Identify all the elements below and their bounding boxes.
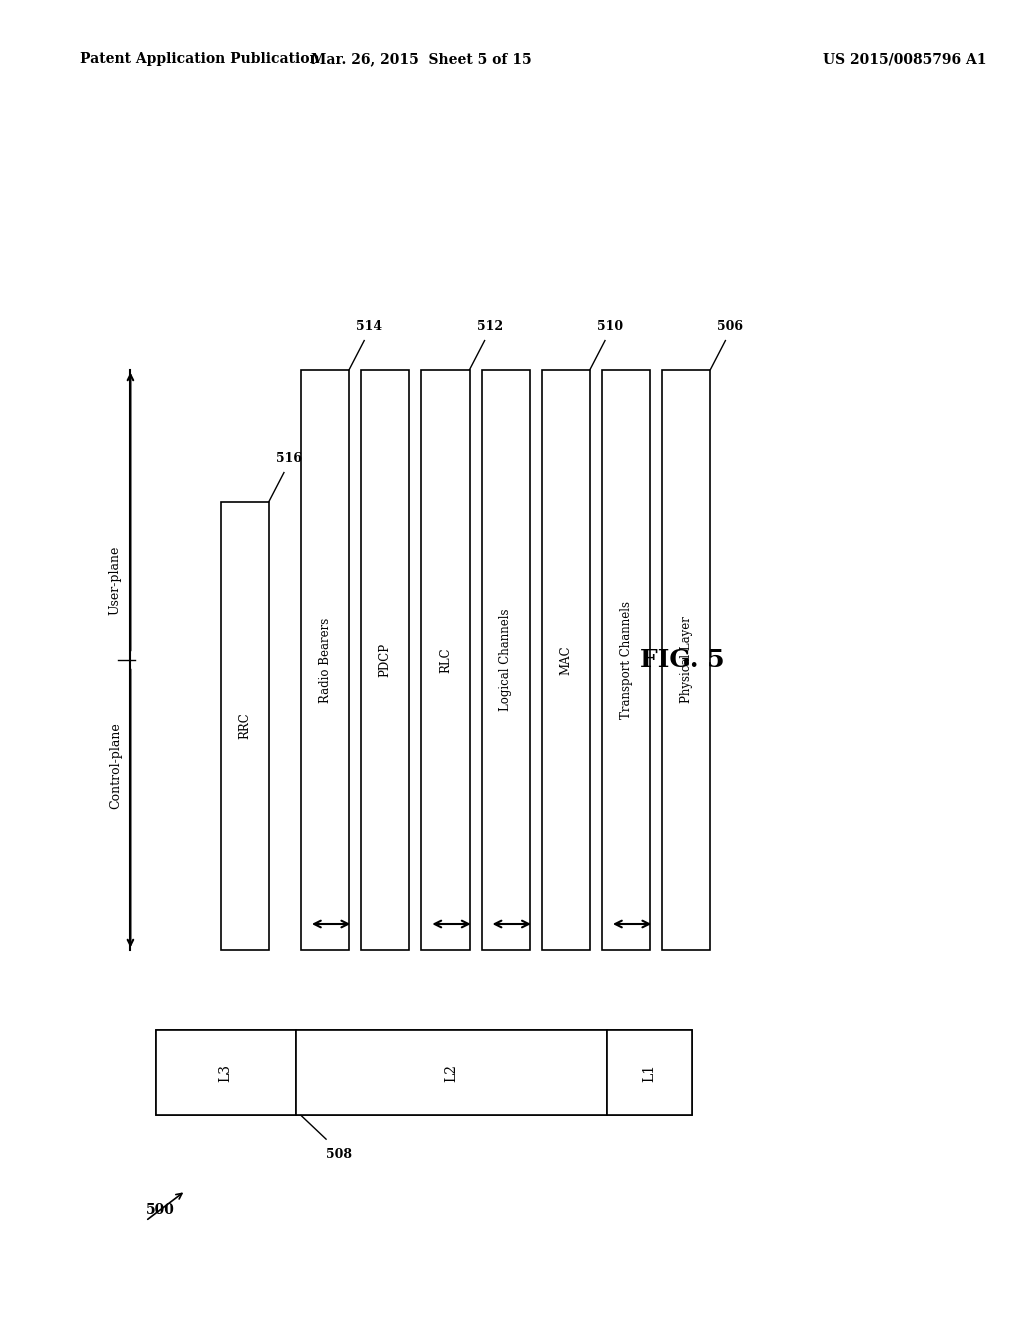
Text: US 2015/0085796 A1: US 2015/0085796 A1 [822, 53, 986, 66]
Text: User-plane: User-plane [109, 546, 122, 615]
Text: Mar. 26, 2015  Sheet 5 of 15: Mar. 26, 2015 Sheet 5 of 15 [311, 53, 531, 66]
Text: RLC: RLC [439, 647, 452, 673]
Text: 506: 506 [718, 319, 743, 333]
Bar [607, 1030, 692, 1115]
Bar [221, 502, 269, 950]
Text: Logical Channels: Logical Channels [499, 609, 512, 711]
Text: FIG. 5: FIG. 5 [640, 648, 725, 672]
Text: MAC: MAC [559, 645, 572, 675]
Text: 514: 514 [356, 319, 382, 333]
Text: Patent Application Publication: Patent Application Publication [80, 53, 319, 66]
Bar [296, 1030, 607, 1115]
Bar [156, 1030, 692, 1115]
Text: 508: 508 [326, 1148, 352, 1162]
Text: 510: 510 [597, 319, 624, 333]
Bar [301, 370, 349, 950]
Text: RRC: RRC [239, 713, 251, 739]
Text: L1: L1 [643, 1064, 656, 1081]
Text: Physical Layer: Physical Layer [680, 616, 693, 704]
Bar [422, 370, 470, 950]
Text: 512: 512 [476, 319, 503, 333]
Text: Radio Bearers: Radio Bearers [318, 618, 332, 702]
Text: 500: 500 [146, 1204, 175, 1217]
Text: PDCP: PDCP [379, 643, 392, 677]
Text: 516: 516 [275, 451, 302, 465]
Bar [156, 1030, 296, 1115]
Bar [602, 370, 650, 950]
Bar [663, 370, 711, 950]
Bar [361, 370, 410, 950]
Bar [542, 370, 590, 950]
Text: L3: L3 [219, 1064, 232, 1081]
Text: L2: L2 [444, 1064, 459, 1081]
Text: Transport Channels: Transport Channels [620, 601, 633, 719]
Bar [481, 370, 529, 950]
Text: Control-plane: Control-plane [109, 722, 122, 809]
